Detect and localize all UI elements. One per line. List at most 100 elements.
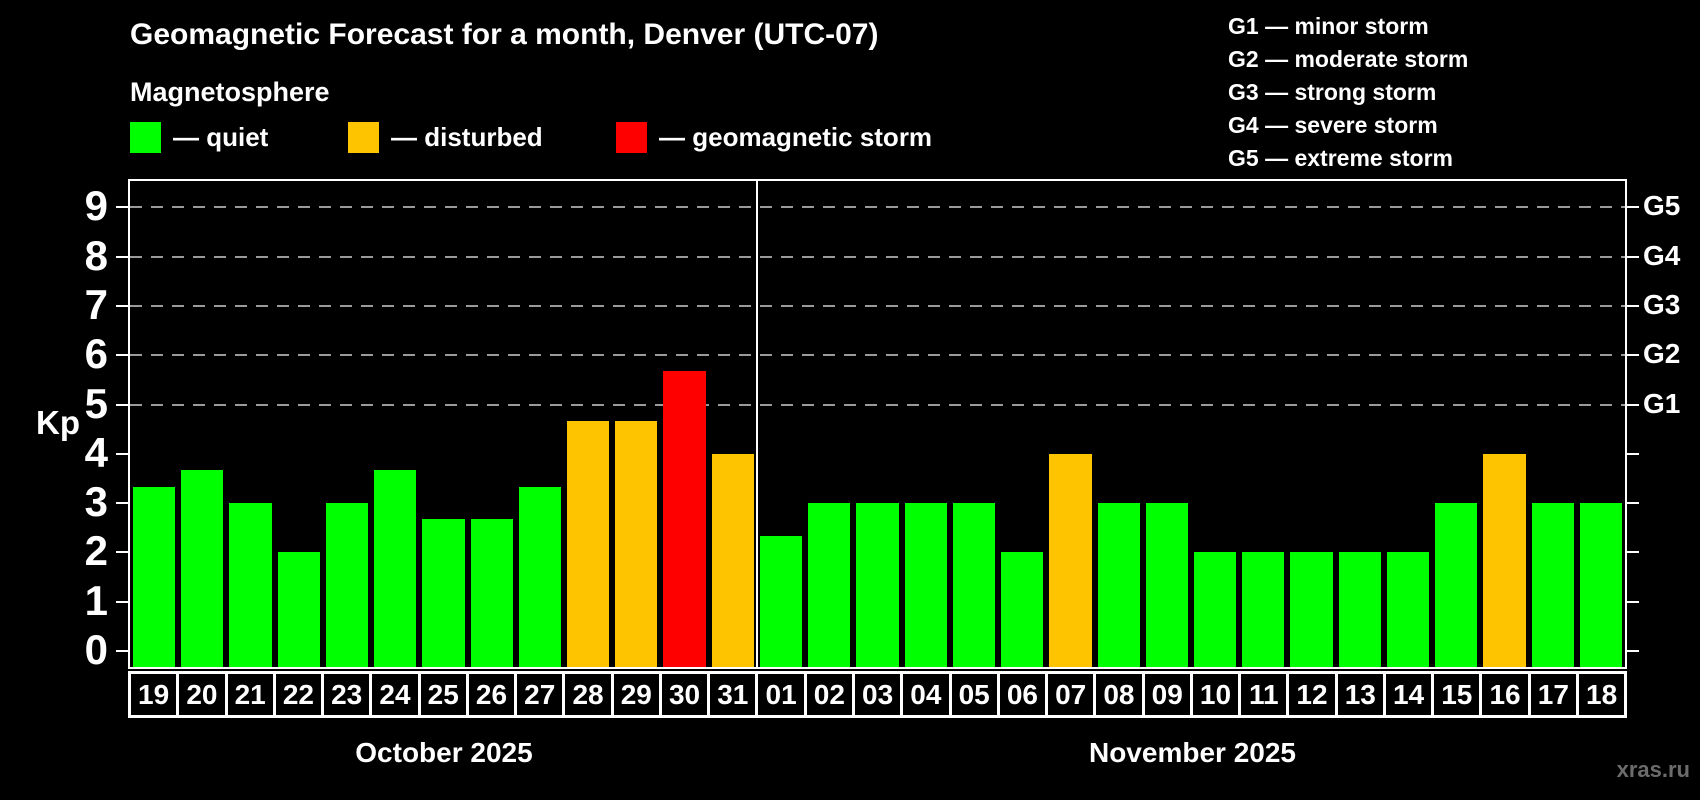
date-cell-08: 08 <box>1096 674 1145 715</box>
plot-area <box>128 179 1627 669</box>
kp-bar-31 <box>711 453 754 667</box>
kp-bar-05 <box>952 503 996 667</box>
y-axis-tick-left <box>116 255 128 258</box>
y-axis-tick-right <box>1627 354 1639 357</box>
g4-legend-line: G4 — severe storm <box>1228 112 1438 138</box>
date-cell-18: 18 <box>1586 678 1618 710</box>
chart-subtitle: Magnetosphere <box>130 77 330 107</box>
kp-bar-19 <box>133 486 176 667</box>
kp-bar-02 <box>808 503 851 667</box>
date-cell-27: 27 <box>517 674 566 715</box>
y-axis-tick-label: 5 <box>84 379 108 427</box>
date-cell-31: 31 <box>710 674 759 715</box>
disturbed-color-swatch <box>348 121 379 153</box>
g-scale-label-g4: G4 <box>1643 239 1681 271</box>
chart-title: Geomagnetic Forecast for a month, Denver… <box>130 18 879 51</box>
y-axis-tick-right <box>1627 551 1639 554</box>
g-scale-legend: G1 — minor storm G2 — moderate storm G3 … <box>1228 10 1468 175</box>
date-cell-22: 22 <box>276 674 325 715</box>
y-axis-tick-label: 8 <box>84 231 108 279</box>
date-cell-12: 12 <box>1289 674 1338 715</box>
date-cell-26: 26 <box>469 674 518 715</box>
kp-bar-07 <box>1049 453 1092 667</box>
y-axis-tick-label: 9 <box>84 182 108 230</box>
y-axis-tick-label: 6 <box>84 330 108 378</box>
y-axis-tick-label: 0 <box>84 626 108 673</box>
y-axis-tick-left <box>116 354 128 357</box>
date-cell-11: 11 <box>1241 674 1290 715</box>
kp-bar-20 <box>181 470 224 667</box>
kp-bar-23 <box>325 503 369 667</box>
month-divider <box>755 181 758 667</box>
y-axis-tick-label: 2 <box>84 527 108 575</box>
kp-bar-09 <box>1145 503 1188 667</box>
kp-bar-22 <box>277 552 320 667</box>
y-axis-tick-left <box>116 502 128 505</box>
y-axis-tick-label: 7 <box>84 280 108 328</box>
kp-bar-24 <box>374 470 417 667</box>
y-axis-tick-right <box>1627 403 1639 406</box>
date-cell-15: 15 <box>1434 674 1483 715</box>
legend-item-storm: — geomagnetic storm <box>616 121 932 153</box>
kp-bar-03 <box>856 503 899 667</box>
y-axis-tick-right <box>1627 255 1639 258</box>
quiet-color-swatch <box>130 121 161 153</box>
date-cell-19: 19 <box>131 674 180 715</box>
y-axis-tick-label: 1 <box>84 576 108 624</box>
y-axis-tick-left <box>116 304 128 307</box>
g1-legend-line: G1 — minor storm <box>1228 13 1429 39</box>
y-axis-tick-label: 4 <box>84 428 108 476</box>
y-axis-tick-right <box>1627 650 1639 652</box>
legend-label-quiet: — quiet <box>173 121 269 152</box>
legend-item-disturbed: — disturbed <box>348 121 543 153</box>
kp-bar-25 <box>422 519 465 667</box>
date-cell-14: 14 <box>1386 674 1435 715</box>
g-scale-label-g2: G2 <box>1643 338 1681 370</box>
kp-bar-11 <box>1242 552 1285 667</box>
legend-label-disturbed: — disturbed <box>391 121 543 152</box>
kp-bar-15 <box>1435 503 1478 667</box>
date-cell-06: 06 <box>1000 674 1049 715</box>
storm-color-swatch <box>616 121 647 153</box>
y-axis-tick-right <box>1627 600 1639 603</box>
gridline-kp8 <box>130 255 1625 258</box>
g-scale-label-g5: G5 <box>1643 190 1681 222</box>
date-cell-10: 10 <box>1193 674 1242 715</box>
kp-bar-27 <box>518 486 562 667</box>
y-axis-tick-left <box>116 452 128 455</box>
month-label-november: November 2025 <box>1088 737 1296 768</box>
kp-bar-06 <box>1001 552 1044 667</box>
kp-bar-26 <box>470 519 513 667</box>
kp-bar-12 <box>1290 552 1333 667</box>
date-cell-20: 20 <box>179 674 228 715</box>
y-axis-tick-left <box>116 650 128 652</box>
kp-bar-17 <box>1531 503 1574 667</box>
kp-bar-08 <box>1097 503 1140 667</box>
date-cell-29: 29 <box>614 674 662 715</box>
y-axis-title: Kp <box>36 404 80 441</box>
date-cell-03: 03 <box>855 674 904 715</box>
date-cell-02: 02 <box>807 674 855 715</box>
g-scale-label-g3: G3 <box>1643 288 1681 320</box>
y-axis-tick-left <box>116 403 128 406</box>
y-axis-tick-right <box>1627 502 1639 505</box>
y-axis-tick-left <box>116 600 128 603</box>
y-axis-tick-label: 3 <box>84 478 108 526</box>
y-axis-tick-right <box>1627 304 1639 307</box>
month-label-october: October 2025 <box>355 737 533 768</box>
kp-bar-30 <box>663 371 706 667</box>
g-scale-label-g1: G1 <box>1643 387 1681 419</box>
kp-bar-04 <box>904 503 947 667</box>
date-cell-28: 28 <box>565 674 614 715</box>
gridline-kp5 <box>130 403 1625 406</box>
legend-item-quiet: — quiet <box>130 121 268 153</box>
kp-bar-28 <box>567 420 610 667</box>
date-cell-23: 23 <box>324 674 373 715</box>
kp-bar-21 <box>229 503 272 667</box>
gridline-kp9 <box>130 206 1625 209</box>
date-cell-09: 09 <box>1145 674 1193 715</box>
date-cell-04: 04 <box>903 674 952 715</box>
date-axis: 19 20 21 22 23 24 25 26 27 28 29 30 31 01 02 03 04 05 06 07… <box>128 671 1627 718</box>
y-axis-tick-left <box>116 551 128 554</box>
